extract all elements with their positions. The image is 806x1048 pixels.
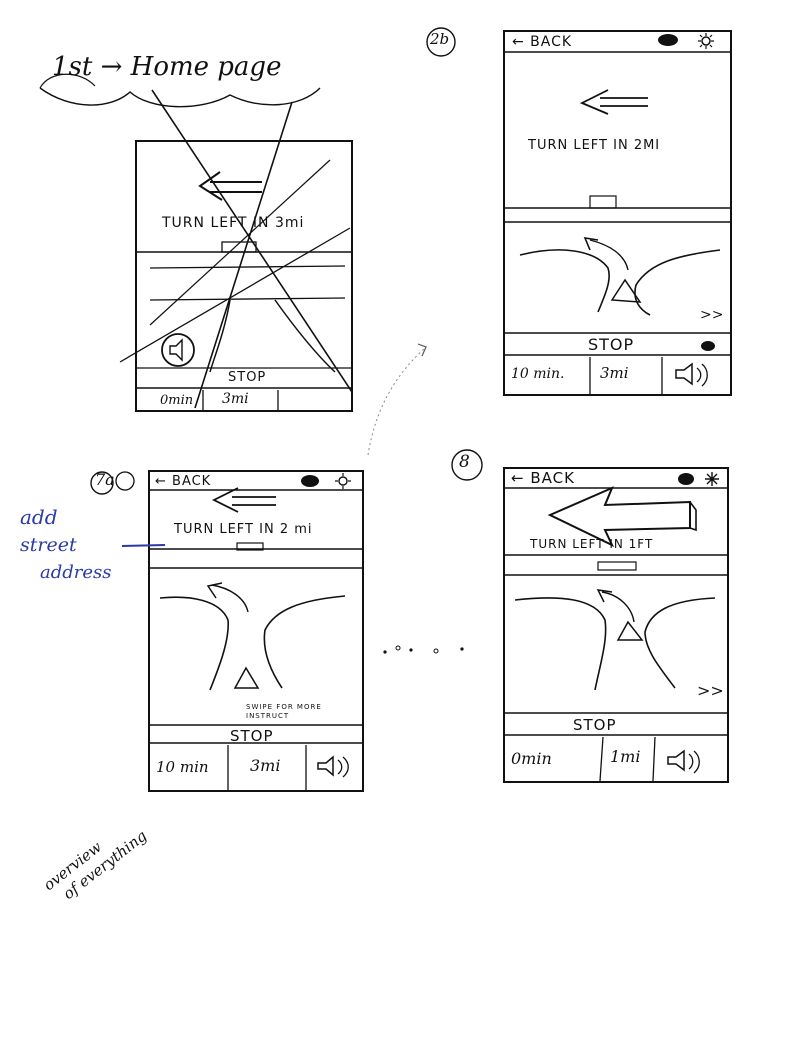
sketch3-time: 10 min <box>156 758 209 776</box>
sketch1-stop-label: STOP <box>228 370 267 385</box>
sketch2-time: 10 min. <box>511 366 565 382</box>
sketch-8 <box>503 467 729 783</box>
sketch3-tag: 7a <box>95 470 115 489</box>
sketch3-instruction: TURN LEFT IN 2 mi <box>174 522 313 537</box>
sketch2-back-button[interactable]: ← BACK <box>512 34 573 50</box>
sketch1-distance: 3mi <box>222 391 249 407</box>
sketch2-tag: 2b <box>430 30 450 48</box>
page-title: 1st → Home page <box>52 52 282 82</box>
sketch4-stop-button[interactable]: STOP <box>573 716 617 734</box>
sketch4-instruction: TURN LEFT IN 1FT <box>530 537 654 551</box>
sketch3-stop-button[interactable]: STOP <box>230 727 274 745</box>
sketch3-back-button[interactable]: ← BACK <box>155 474 212 489</box>
side-note-line3: address <box>40 562 112 583</box>
sketch1-instruction: TURN LEFT IN 3mi <box>162 215 305 231</box>
sketch4-distance: 1mi <box>610 747 641 766</box>
sketch4-more-indicator[interactable]: >> <box>697 681 724 700</box>
sketch2-distance: 3mi <box>600 364 629 382</box>
sketch2-more-indicator[interactable]: >> <box>700 307 724 323</box>
sketch1-time: 0min <box>160 393 194 408</box>
ellipsis-dots <box>383 645 464 654</box>
side-note-line1: add <box>20 505 58 529</box>
overview-note: overview of everything <box>40 812 151 910</box>
sketch3-distance: 3mi <box>250 756 281 775</box>
sketch2-stop-button[interactable]: STOP <box>588 335 635 354</box>
sketch3-swipe-hint: SWIPE FOR MORE INSTRUCT <box>246 703 322 720</box>
sketch4-back-button[interactable]: ← BACK <box>511 469 575 487</box>
side-note-line2: street <box>20 534 77 556</box>
sketch-2b <box>503 30 732 396</box>
sketch2-instruction: TURN LEFT IN 2MI <box>528 138 661 153</box>
sketch-7a <box>148 470 364 792</box>
sketch4-tag: 8 <box>459 452 470 472</box>
sketch4-time: 0min <box>511 749 552 768</box>
